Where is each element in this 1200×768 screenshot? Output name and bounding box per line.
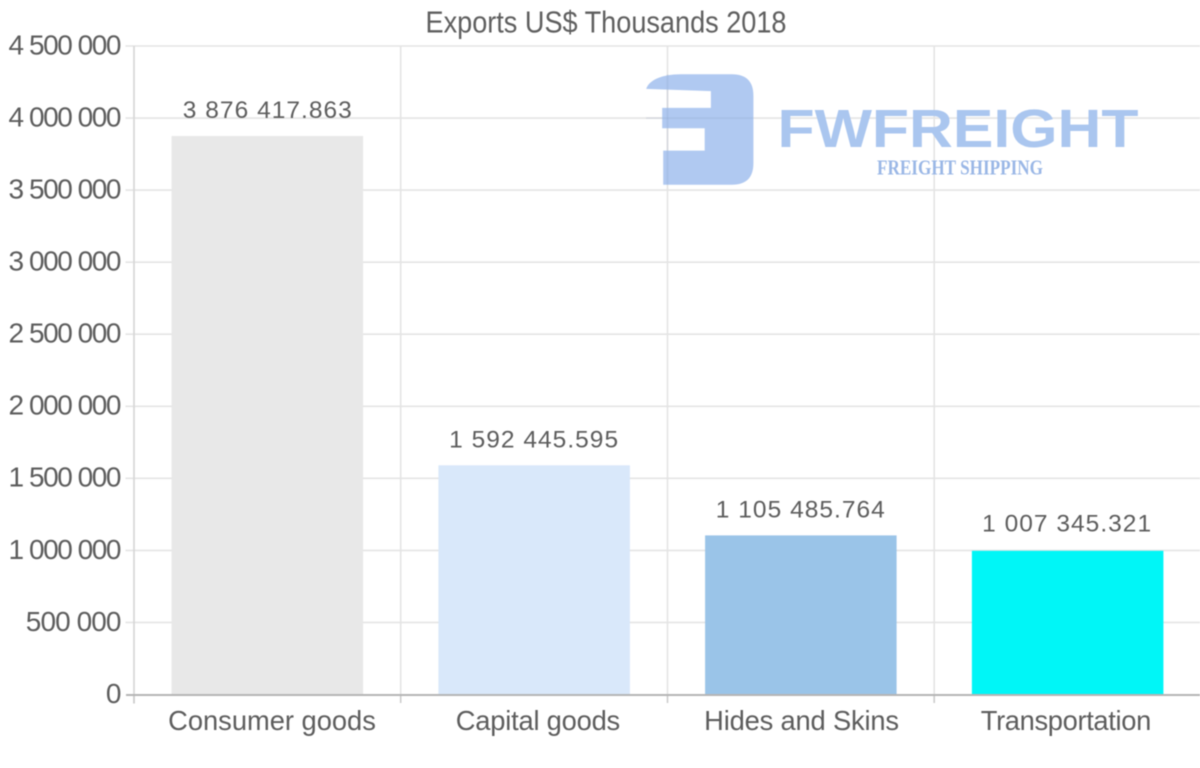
- svg-text:Hides and Skins: Hides and Skins: [704, 705, 899, 736]
- svg-text:4 500 000: 4 500 000: [9, 29, 122, 60]
- svg-text:3 876 417.863: 3 876 417.863: [183, 97, 352, 124]
- svg-text:1 105 485.764: 1 105 485.764: [716, 496, 885, 523]
- svg-text:Consumer goods: Consumer goods: [168, 705, 376, 736]
- svg-text:Capital goods: Capital goods: [456, 705, 620, 736]
- svg-text:2 000 000: 2 000 000: [9, 390, 122, 421]
- svg-text:4 000 000: 4 000 000: [9, 102, 122, 133]
- svg-text:Exports US$ Thousands 2018: Exports US$ Thousands 2018: [426, 5, 787, 40]
- svg-text:3 500 000: 3 500 000: [9, 174, 122, 205]
- svg-text:2 500 000: 2 500 000: [9, 318, 122, 349]
- svg-text:1 007 345.321: 1 007 345.321: [982, 511, 1151, 538]
- svg-text:500 000: 500 000: [26, 606, 122, 637]
- svg-text:1 000 000: 1 000 000: [9, 534, 122, 565]
- svg-text:FREIGHT SHIPPING: FREIGHT SHIPPING: [877, 156, 1043, 180]
- svg-text:3 000 000: 3 000 000: [9, 246, 122, 277]
- svg-text:Transportation: Transportation: [981, 705, 1152, 736]
- svg-text:FWFREIGHT: FWFREIGHT: [778, 100, 1139, 159]
- svg-text:0: 0: [106, 678, 122, 709]
- svg-text:1 500 000: 1 500 000: [9, 462, 122, 493]
- svg-text:1 592 445.595: 1 592 445.595: [449, 426, 618, 453]
